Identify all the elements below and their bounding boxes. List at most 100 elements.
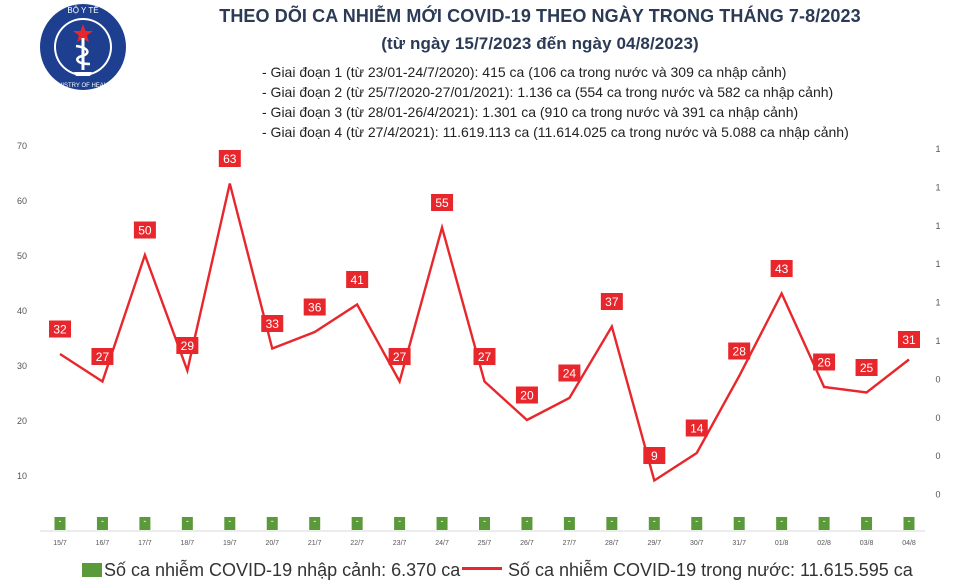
x-tick-label: 18/7 (181, 540, 195, 547)
x-tick-label: 22/7 (350, 540, 364, 547)
import-bar (818, 517, 830, 530)
import-bar (266, 517, 278, 530)
import-bar-label: - (738, 516, 741, 526)
data-label: 31 (898, 331, 920, 348)
data-label-box (91, 348, 114, 365)
data-label-box (431, 194, 454, 211)
import-bar-label: - (695, 516, 698, 526)
import-bar (181, 517, 193, 530)
import-bar (479, 517, 490, 530)
left-tick-label: 70 (17, 141, 27, 151)
data-label-box (600, 293, 623, 310)
data-label: 27 (473, 348, 496, 365)
data-label-box (388, 348, 411, 365)
data-label: 33 (261, 315, 284, 332)
import-bar (436, 517, 448, 530)
data-label-text: 20 (520, 389, 534, 403)
import-bar (606, 517, 618, 530)
phase-summary-item: - Giai đoạn 4 (từ 27/4/2021): 11.619.113… (262, 124, 849, 140)
x-tick-label: 15/7 (53, 540, 67, 547)
data-label-box (303, 298, 326, 316)
data-label: 14 (685, 419, 708, 437)
data-label-box (728, 342, 751, 360)
phase-summary-list: - Giai đoạn 1 (từ 23/01-24/7/2020): 415 … (262, 62, 849, 142)
import-bar (733, 517, 745, 530)
import-bar-label: - (101, 516, 104, 526)
left-tick-label: 50 (17, 251, 27, 261)
import-bar (309, 517, 321, 530)
x-tick-label: 25/7 (478, 540, 492, 547)
import-bar-label: - (143, 516, 146, 526)
data-label-text: 37 (605, 295, 619, 309)
import-bar-label: - (313, 516, 316, 526)
data-label: 20 (515, 386, 538, 404)
data-label-box (515, 386, 538, 404)
right-tick-label: 0 (935, 451, 940, 461)
import-bar (54, 517, 66, 530)
x-tick-label: 31/7 (732, 540, 746, 547)
right-tick-label: 1 (935, 182, 940, 192)
data-label: 50 (133, 221, 156, 239)
import-bar (648, 517, 660, 530)
x-tick-label: 23/7 (393, 540, 407, 547)
import-bar (96, 517, 108, 530)
data-label-text: 28 (733, 345, 747, 359)
data-label: 25 (855, 359, 878, 376)
x-axis: 15/7 16/7 17/7 18/7 19/7 20/7 21/7 22/7 23/7 24/7… (40, 530, 925, 547)
import-bar (776, 517, 788, 530)
left-tick-label: 10 (17, 471, 27, 481)
data-label-text: 26 (817, 356, 831, 370)
import-bar-label: - (483, 516, 486, 526)
left-tick-label: 20 (17, 416, 27, 426)
import-bar-label: - (398, 516, 401, 526)
legend-line-label: Số ca nhiễm COVID-19 trong nước: 11.615.… (508, 560, 913, 580)
data-label-text: 14 (690, 422, 704, 436)
left-tick-label: 60 (17, 196, 27, 206)
x-tick-label: 04/8 (902, 540, 916, 547)
x-tick-label: 02/8 (817, 540, 831, 547)
x-tick-label: 24/7 (435, 540, 449, 547)
right-tick-label: 1 (935, 144, 940, 154)
import-bar-label: - (908, 516, 911, 526)
ministry-of-health-logo: BỘ Y TẾ MINISTRY OF HEALTH (40, 4, 126, 90)
import-bar-label: - (525, 516, 528, 526)
legend-line-swatch (462, 567, 502, 570)
data-label-box (855, 359, 878, 376)
data-label-text: 29 (181, 339, 195, 353)
data-label-box (261, 315, 284, 332)
data-label: 27 (91, 348, 114, 365)
import-bar-label: - (441, 516, 444, 526)
data-label-text: 41 (350, 273, 364, 287)
import-bar-label: - (568, 516, 571, 526)
legend-bar-swatch (82, 563, 102, 577)
data-label-text: 55 (435, 196, 449, 210)
data-label: 27 (388, 348, 411, 365)
legend-bar-label: Số ca nhiễm COVID-19 nhập cảnh: 6.370 ca (104, 560, 461, 580)
left-tick-label: 40 (17, 306, 27, 316)
data-label: 28 (728, 342, 751, 360)
data-label-box (643, 447, 666, 464)
data-label: 24 (558, 364, 581, 382)
data-label-box (898, 331, 920, 348)
import-bar-label: - (356, 516, 359, 526)
data-label-text: 27 (393, 350, 407, 364)
left-axis: 70 60 50 40 30 20 10 (17, 141, 27, 481)
import-bar (224, 517, 236, 530)
import-bar (903, 517, 915, 530)
data-label-text: 24 (563, 367, 577, 381)
x-tick-label: 16/7 (96, 540, 110, 547)
right-tick-label: 0 (935, 490, 940, 500)
phase-summary-item: - Giai đoạn 3 (từ 28/01-26/4/2021): 1.30… (262, 104, 799, 120)
data-label-text: 9 (651, 449, 658, 463)
x-tick-label: 29/7 (647, 540, 661, 547)
svg-text:BỘ Y TẾ: BỘ Y TẾ (67, 5, 98, 15)
import-bar (521, 517, 533, 530)
data-label-box (813, 353, 836, 371)
import-bar (351, 517, 363, 530)
import-bar-label: - (59, 516, 62, 526)
data-label-box (685, 419, 708, 437)
data-label: 9 (643, 447, 666, 464)
left-tick-label: 30 (17, 361, 27, 371)
svg-text:MINISTRY OF HEALTH: MINISTRY OF HEALTH (51, 83, 114, 89)
